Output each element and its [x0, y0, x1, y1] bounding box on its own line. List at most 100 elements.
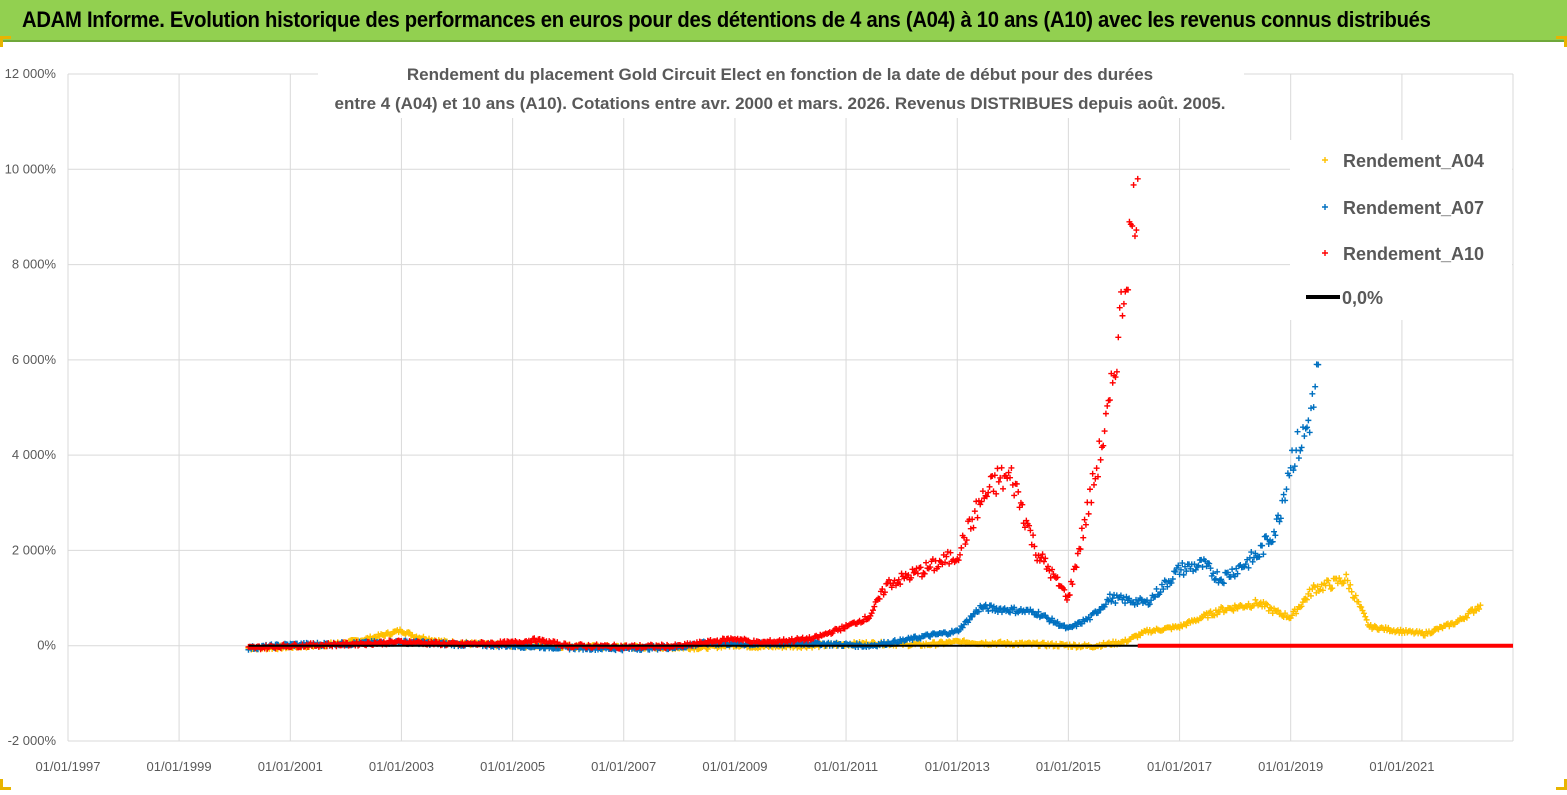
data-point [1102, 410, 1109, 417]
data-point [1116, 304, 1123, 311]
data-point [1212, 575, 1219, 582]
data-point [927, 564, 934, 571]
data-point [1172, 568, 1179, 575]
data-point [1073, 623, 1080, 630]
data-point [1106, 397, 1113, 404]
data-point [1120, 300, 1127, 307]
data-point [1397, 626, 1404, 633]
data-point [1263, 533, 1270, 540]
x-tick-label: 01/01/2001 [258, 759, 323, 774]
data-point [1183, 568, 1190, 575]
data-point [1168, 579, 1175, 586]
title-background [318, 58, 1244, 118]
data-point [1298, 603, 1305, 610]
corner-marker [0, 36, 11, 47]
data-point [1054, 574, 1061, 581]
data-point [1113, 368, 1120, 375]
data-point [967, 525, 974, 532]
data-point [1286, 472, 1293, 479]
data-point [1086, 616, 1093, 623]
data-point [1094, 473, 1101, 480]
data-point [1299, 599, 1306, 606]
data-point [1224, 569, 1231, 576]
data-point [1295, 455, 1302, 462]
data-point [805, 637, 812, 644]
data-point [909, 636, 916, 643]
data-point [1040, 558, 1047, 565]
data-point [1315, 361, 1322, 368]
data-point [1026, 522, 1033, 529]
data-point [1112, 600, 1119, 606]
data-point [1297, 447, 1304, 454]
data-point [1096, 438, 1103, 445]
data-point [1477, 602, 1484, 609]
data-point [1081, 516, 1088, 523]
x-tick-label: 01/01/2011 [814, 759, 878, 774]
x-tick-label: 01/01/2017 [1147, 759, 1212, 774]
data-point [1329, 585, 1336, 592]
y-tick-label: 6 000% [12, 352, 57, 367]
data-point [1306, 429, 1313, 436]
data-point [920, 569, 927, 576]
data-point [1042, 555, 1049, 562]
data-point [977, 501, 984, 508]
data-point [1104, 402, 1111, 409]
legend-swatch-marker [1322, 204, 1328, 210]
legend-label: 0,0% [1342, 288, 1383, 308]
data-point [876, 595, 883, 602]
corner-marker [1556, 779, 1567, 790]
data-point [1089, 470, 1096, 477]
data-point [531, 635, 538, 642]
y-tick-label: 8 000% [12, 257, 57, 272]
data-point [1309, 390, 1316, 397]
data-point [1276, 518, 1283, 525]
data-point [1177, 566, 1184, 573]
data-point [1078, 525, 1085, 532]
data-point [1031, 543, 1038, 550]
data-point [1013, 480, 1020, 487]
data-point [1130, 181, 1137, 188]
data-point [1021, 524, 1028, 531]
data-point [888, 584, 895, 591]
data-point [1062, 593, 1069, 600]
data-point [1007, 474, 1014, 481]
data-point [1242, 561, 1249, 568]
data-point [1204, 614, 1211, 621]
performance-chart: -2 000% 0% 2 000% 4 000% 6 000% 8 000% 10 000%… [5, 58, 1514, 774]
data-point [1119, 312, 1126, 319]
data-point [1207, 565, 1214, 572]
data-point [1252, 596, 1259, 603]
data-point [969, 613, 976, 620]
data-point [969, 516, 976, 523]
data-point [1072, 563, 1079, 570]
data-point [944, 548, 951, 555]
data-point [1133, 227, 1140, 234]
data-point [971, 508, 978, 515]
data-point [902, 570, 909, 577]
data-point [1256, 553, 1263, 560]
data-point [1362, 613, 1369, 620]
data-point [1269, 538, 1276, 545]
data-point [921, 570, 928, 577]
data-point [1088, 499, 1095, 506]
data-point [997, 474, 1004, 481]
data-point [1336, 575, 1343, 582]
data-point [1035, 608, 1042, 615]
data-point [1195, 562, 1202, 569]
data-point [1260, 551, 1267, 558]
data-point [1314, 583, 1321, 590]
data-point [1108, 598, 1115, 605]
data-point [1234, 570, 1241, 577]
data-point [1039, 551, 1046, 558]
data-point [1245, 600, 1252, 607]
data-point [1148, 597, 1155, 604]
data-point [1385, 624, 1392, 631]
data-point [962, 541, 969, 548]
data-point [979, 488, 986, 495]
data-point [901, 575, 908, 582]
data-point [1061, 586, 1068, 593]
data-point [917, 564, 924, 571]
data-point [1069, 581, 1076, 588]
data-point [1175, 562, 1182, 569]
data-point [1082, 521, 1089, 528]
